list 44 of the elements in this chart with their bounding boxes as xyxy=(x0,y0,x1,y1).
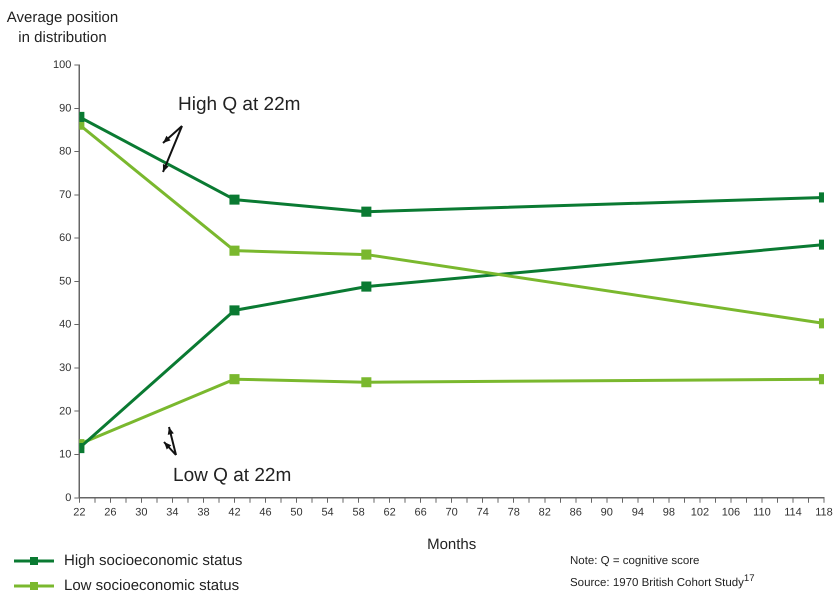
x-tick-label: 74 xyxy=(476,506,489,518)
x-axis-title: Months xyxy=(427,536,476,554)
annotation: Low Q at 22m xyxy=(173,465,292,487)
x-tick-label: 26 xyxy=(104,506,117,518)
x-tick-label: 90 xyxy=(600,506,613,518)
x-tick-label: 54 xyxy=(321,506,334,518)
source-note: Source: 1970 British Cohort Study$^{17}$ xyxy=(570,572,755,591)
annotation: High Q at 22m xyxy=(178,94,300,116)
y-tick-label: 20 xyxy=(59,405,72,418)
x-tick-label: 82 xyxy=(538,506,551,518)
x-tick-label: 66 xyxy=(414,506,427,518)
y-tick-label: 100 xyxy=(52,59,72,72)
x-tick-label: 62 xyxy=(384,506,396,518)
text: Note: Q = cognitive score xyxy=(570,554,700,569)
x-tick-label: 106 xyxy=(722,506,740,518)
y-tick-label: 0 xyxy=(65,492,72,504)
x-tick-label: 58 xyxy=(352,506,365,518)
y-tick-label: 50 xyxy=(59,275,72,288)
x-tick-label: 30 xyxy=(135,506,148,518)
legend-label: Low socioeconomic status xyxy=(64,576,240,593)
y-tick-label: 70 xyxy=(59,188,72,201)
x-tick-label: 102 xyxy=(690,506,710,518)
x-tick-label: 78 xyxy=(508,506,520,518)
y-axis-title: Average position in distribution xyxy=(6,8,120,48)
x-tick-label: 22 xyxy=(73,506,86,518)
x-tick-label: 86 xyxy=(570,506,582,518)
x-tick-label: 110 xyxy=(753,506,771,518)
x-tick-label: 46 xyxy=(259,506,272,518)
x-tick-label: 34 xyxy=(166,506,179,518)
x-tick-label: 38 xyxy=(197,506,210,518)
x-tick-label: 98 xyxy=(662,506,675,518)
x-tick-label: 94 xyxy=(632,506,644,518)
x-tick-label: 118 xyxy=(815,506,833,518)
x-tick-label: 42 xyxy=(228,506,241,518)
x-tick-label: 50 xyxy=(290,506,303,518)
y-tick-label: 80 xyxy=(59,146,72,158)
y-tick-label: 60 xyxy=(59,232,72,244)
y-tick-label: 40 xyxy=(59,318,72,331)
y-tick-label: 30 xyxy=(59,362,72,374)
y-tick-label: 10 xyxy=(59,448,72,461)
x-tick-label: 70 xyxy=(446,506,458,518)
y-tick-label: 90 xyxy=(59,102,72,114)
legend-label: High socioeconomic status xyxy=(64,551,242,571)
x-tick-label: 114 xyxy=(784,506,802,518)
